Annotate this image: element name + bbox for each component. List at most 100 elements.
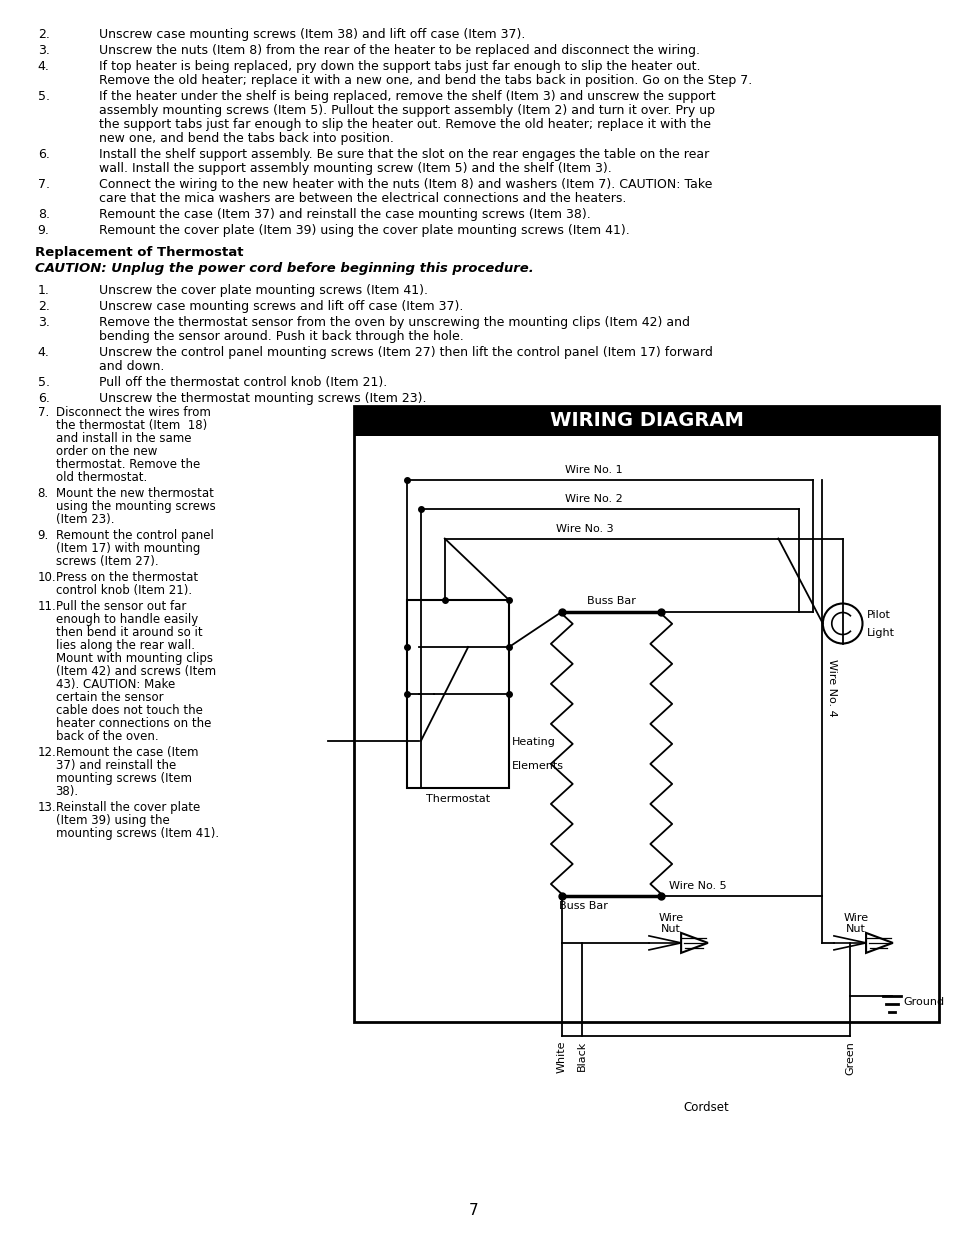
Text: Wire No. 3: Wire No. 3 xyxy=(556,524,614,534)
Text: Unscrew the cover plate mounting screws (Item 41).: Unscrew the cover plate mounting screws … xyxy=(99,284,428,296)
Text: 38).: 38). xyxy=(55,785,78,798)
Text: Ground: Ground xyxy=(902,997,943,1007)
Text: Unscrew case mounting screws (Item 38) and lift off case (Item 37).: Unscrew case mounting screws (Item 38) a… xyxy=(99,28,525,41)
Text: Unscrew the thermostat mounting screws (Item 23).: Unscrew the thermostat mounting screws (… xyxy=(99,391,426,405)
Text: 12.: 12. xyxy=(38,746,56,760)
Text: thermostat. Remove the: thermostat. Remove the xyxy=(55,458,199,471)
Text: Reinstall the cover plate: Reinstall the cover plate xyxy=(55,802,199,814)
Text: Pilot: Pilot xyxy=(865,610,889,620)
Text: then bend it around so it: then bend it around so it xyxy=(55,626,202,638)
Text: order on the new: order on the new xyxy=(55,445,156,458)
Text: Unscrew the nuts (Item 8) from the rear of the heater to be replaced and disconn: Unscrew the nuts (Item 8) from the rear … xyxy=(99,44,700,57)
Text: assembly mounting screws (Item 5). Pullout the support assembly (Item 2) and tur: assembly mounting screws (Item 5). Pullo… xyxy=(99,104,715,117)
Text: Heating: Heating xyxy=(512,737,556,747)
Text: If top heater is being replaced, pry down the support tabs just far enough to sl: If top heater is being replaced, pry dow… xyxy=(99,61,700,73)
Text: 2.: 2. xyxy=(38,28,50,41)
Text: Green: Green xyxy=(844,1041,854,1074)
Text: 9.: 9. xyxy=(38,529,49,542)
Text: Elements: Elements xyxy=(512,761,563,771)
Text: Press on the thermostat: Press on the thermostat xyxy=(55,571,197,584)
Text: 8.: 8. xyxy=(38,487,49,500)
Text: Wire: Wire xyxy=(658,913,683,923)
Text: Unscrew the control panel mounting screws (Item 27) then lift the control panel : Unscrew the control panel mounting screw… xyxy=(99,346,712,359)
Text: care that the mica washers are between the electrical connections and the heater: care that the mica washers are between t… xyxy=(99,191,626,205)
Text: Remount the case (Item: Remount the case (Item xyxy=(55,746,198,760)
Text: 13.: 13. xyxy=(38,802,56,814)
Text: Nut: Nut xyxy=(845,924,865,934)
Text: 43). CAUTION: Make: 43). CAUTION: Make xyxy=(55,678,174,692)
Text: White: White xyxy=(557,1041,566,1073)
Text: bending the sensor around. Push it back through the hole.: bending the sensor around. Push it back … xyxy=(99,330,463,343)
Text: (Item 39) using the: (Item 39) using the xyxy=(55,814,169,827)
Text: Unscrew case mounting screws and lift off case (Item 37).: Unscrew case mounting screws and lift of… xyxy=(99,300,463,312)
Text: 4.: 4. xyxy=(38,61,50,73)
Bar xyxy=(406,600,509,788)
Text: Cordset: Cordset xyxy=(682,1100,728,1114)
Circle shape xyxy=(822,604,862,643)
Text: (Item 42) and screws (Item: (Item 42) and screws (Item xyxy=(55,664,215,678)
Text: Wire No. 1: Wire No. 1 xyxy=(564,464,622,475)
Text: heater connections on the: heater connections on the xyxy=(55,718,211,730)
Text: Wire: Wire xyxy=(842,913,868,923)
Text: 6.: 6. xyxy=(38,148,50,161)
Text: wall. Install the support assembly mounting screw (Item 5) and the shelf (Item 3: wall. Install the support assembly mount… xyxy=(99,162,611,175)
Text: Pull off the thermostat control knob (Item 21).: Pull off the thermostat control knob (It… xyxy=(99,375,387,389)
Text: old thermostat.: old thermostat. xyxy=(55,471,147,484)
Text: If the heater under the shelf is being replaced, remove the shelf (Item 3) and u: If the heater under the shelf is being r… xyxy=(99,90,715,103)
Text: Connect the wiring to the new heater with the nuts (Item 8) and washers (Item 7): Connect the wiring to the new heater wit… xyxy=(99,178,712,191)
Text: Black: Black xyxy=(576,1041,586,1071)
Polygon shape xyxy=(865,932,892,953)
Text: 5.: 5. xyxy=(38,90,50,103)
Text: Disconnect the wires from: Disconnect the wires from xyxy=(55,406,211,419)
Text: 37) and reinstall the: 37) and reinstall the xyxy=(55,760,175,772)
Text: Nut: Nut xyxy=(660,924,680,934)
Text: (Item 17) with mounting: (Item 17) with mounting xyxy=(55,542,200,555)
Text: 6.: 6. xyxy=(38,391,50,405)
Text: Wire No. 5: Wire No. 5 xyxy=(668,881,726,890)
Text: and install in the same: and install in the same xyxy=(55,432,191,445)
Text: 4.: 4. xyxy=(38,346,50,359)
Text: Install the shelf support assembly. Be sure that the slot on the rear engages th: Install the shelf support assembly. Be s… xyxy=(99,148,709,161)
Text: certain the sensor: certain the sensor xyxy=(55,692,163,704)
Text: (Item 23).: (Item 23). xyxy=(55,513,114,526)
Text: Remove the thermostat sensor from the oven by unscrewing the mounting clips (Ite: Remove the thermostat sensor from the ov… xyxy=(99,316,689,329)
Polygon shape xyxy=(680,932,707,953)
Text: 7.: 7. xyxy=(38,178,50,191)
Text: the support tabs just far enough to slip the heater out. Remove the old heater; : the support tabs just far enough to slip… xyxy=(99,119,710,131)
Text: lies along the rear wall.: lies along the rear wall. xyxy=(55,638,194,652)
Text: mounting screws (Item: mounting screws (Item xyxy=(55,772,192,785)
Text: screws (Item 27).: screws (Item 27). xyxy=(55,555,158,568)
Text: using the mounting screws: using the mounting screws xyxy=(55,500,215,513)
Bar xyxy=(354,406,939,436)
Text: enough to handle easily: enough to handle easily xyxy=(55,613,197,626)
Text: 8.: 8. xyxy=(38,207,50,221)
Text: 11.: 11. xyxy=(38,600,56,613)
Text: Remount the cover plate (Item 39) using the cover plate mounting screws (Item 41: Remount the cover plate (Item 39) using … xyxy=(99,224,629,237)
Text: and down.: and down. xyxy=(99,359,164,373)
Text: 2.: 2. xyxy=(38,300,50,312)
Text: WIRING DIAGRAM: WIRING DIAGRAM xyxy=(549,411,742,431)
Text: Buss Bar: Buss Bar xyxy=(586,595,636,606)
Text: Light: Light xyxy=(865,627,894,637)
Text: new one, and bend the tabs back into position.: new one, and bend the tabs back into pos… xyxy=(99,132,394,144)
Text: 3.: 3. xyxy=(38,316,50,329)
Text: Wire No. 4: Wire No. 4 xyxy=(826,659,837,716)
Text: 7.: 7. xyxy=(38,406,49,419)
Text: Thermostat: Thermostat xyxy=(425,794,490,804)
Text: 10.: 10. xyxy=(38,571,56,584)
Text: 1.: 1. xyxy=(38,284,50,296)
Text: 3.: 3. xyxy=(38,44,50,57)
Text: mounting screws (Item 41).: mounting screws (Item 41). xyxy=(55,827,218,840)
Text: Wire No. 2: Wire No. 2 xyxy=(564,494,622,504)
Text: Remount the control panel: Remount the control panel xyxy=(55,529,213,542)
Text: Mount the new thermostat: Mount the new thermostat xyxy=(55,487,213,500)
Text: cable does not touch the: cable does not touch the xyxy=(55,704,202,718)
Text: control knob (Item 21).: control knob (Item 21). xyxy=(55,584,192,597)
Text: CAUTION: Unplug the power cord before beginning this procedure.: CAUTION: Unplug the power cord before be… xyxy=(34,262,533,275)
Text: 7: 7 xyxy=(468,1203,477,1218)
Text: Mount with mounting clips: Mount with mounting clips xyxy=(55,652,213,664)
Text: back of the oven.: back of the oven. xyxy=(55,730,158,743)
Text: 5.: 5. xyxy=(38,375,50,389)
Bar xyxy=(354,406,939,1023)
Text: 9.: 9. xyxy=(38,224,50,237)
